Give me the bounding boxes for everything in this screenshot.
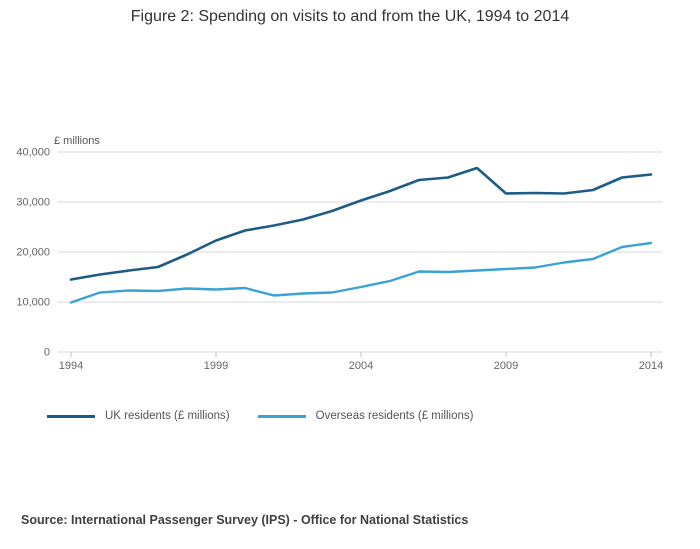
y-axis-tick-label: 30,000 [16, 197, 50, 209]
x-axis-tick-label: 2004 [349, 360, 373, 372]
legend-label-overseas-residents: Overseas residents (£ millions) [315, 410, 474, 422]
y-axis-tick-label: 40,000 [16, 147, 50, 159]
x-axis-tick-label: 2009 [494, 360, 518, 372]
legend-swatch-overseas-residents [257, 414, 306, 418]
legend-swatch-uk-residents [47, 414, 95, 418]
legend-item-overseas-residents: Overseas residents (£ millions) [257, 410, 474, 422]
source-attribution: Source: International Passenger Survey (… [21, 513, 469, 527]
y-axis-tick-label: 0 [44, 347, 50, 359]
series-line-uk-residents [69, 166, 653, 281]
legend-item-uk-residents: UK residents (£ millions) [47, 410, 230, 422]
x-axis-tick-label: 2014 [639, 360, 663, 372]
legend: UK residents (£ millions) Overseas resid… [47, 410, 501, 422]
y-axis-unit-label: £ millions [54, 135, 100, 147]
y-axis-tick-label: 10,000 [16, 297, 50, 309]
legend-label-uk-residents: UK residents (£ millions) [105, 410, 230, 422]
line-chart-svg: 0 10,000 20,000 30,000 40,000 £ millions 1994 1… [16, 135, 663, 372]
x-axis-tick-label: 1994 [59, 360, 83, 372]
y-axis-tick-label: 20,000 [16, 247, 50, 259]
chart-title: Figure 2: Spending on visits to and from… [130, 8, 570, 25]
x-axis-tick-label: 1999 [204, 360, 228, 372]
series-line-overseas-residents [69, 241, 653, 304]
